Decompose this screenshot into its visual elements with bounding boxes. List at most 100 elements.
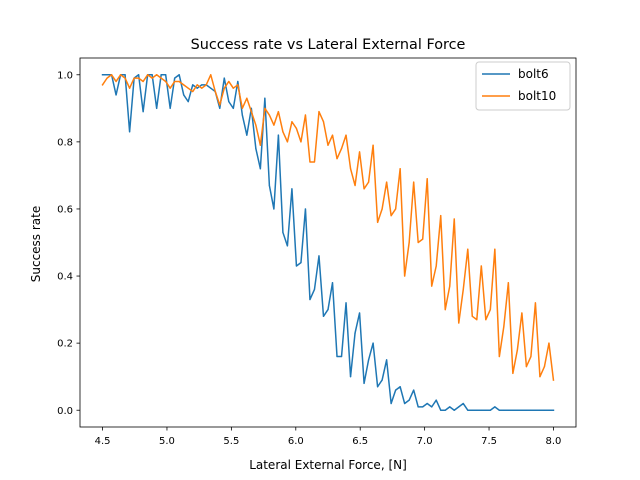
data-point-bolt6-58 bbox=[363, 382, 365, 384]
data-point-bolt10-78 bbox=[453, 218, 455, 220]
data-point-bolt6-82 bbox=[471, 409, 473, 411]
data-point-bolt10-11 bbox=[151, 77, 153, 79]
data-point-bolt6-99 bbox=[548, 409, 550, 411]
data-point-bolt6-90 bbox=[507, 409, 509, 411]
data-point-bolt6-3 bbox=[115, 94, 117, 96]
data-point-bolt6-78 bbox=[453, 409, 455, 411]
data-point-bolt6-87 bbox=[494, 406, 496, 408]
data-point-bolt6-80 bbox=[462, 402, 464, 405]
data-point-bolt10-25 bbox=[214, 90, 216, 93]
data-point-bolt10-13 bbox=[160, 77, 162, 79]
data-point-bolt6-100 bbox=[552, 409, 555, 411]
data-point-bolt10-77 bbox=[449, 285, 451, 287]
data-point-bolt6-48 bbox=[318, 255, 320, 257]
data-point-bolt6-94 bbox=[525, 409, 528, 411]
data-point-bolt10-7 bbox=[133, 77, 135, 79]
data-point-bolt10-16 bbox=[174, 80, 176, 83]
data-point-bolt10-12 bbox=[156, 74, 158, 76]
data-point-bolt10-100 bbox=[552, 379, 555, 381]
data-point-bolt10-76 bbox=[444, 308, 446, 311]
data-point-bolt10-51 bbox=[331, 134, 334, 136]
data-point-bolt10-8 bbox=[138, 77, 140, 79]
data-point-bolt10-52 bbox=[336, 158, 338, 160]
data-point-bolt6-37 bbox=[268, 184, 270, 187]
data-point-bolt6-64 bbox=[390, 402, 392, 405]
data-point-bolt10-69 bbox=[413, 181, 415, 183]
x-tick-label: 6.0 bbox=[288, 436, 304, 447]
data-point-bolt10-82 bbox=[471, 315, 473, 317]
data-point-bolt6-32 bbox=[246, 134, 248, 136]
data-point-bolt10-5 bbox=[124, 77, 126, 79]
data-point-bolt6-41 bbox=[286, 245, 289, 247]
data-point-bolt10-50 bbox=[327, 144, 329, 146]
data-point-bolt10-72 bbox=[426, 178, 428, 180]
data-point-bolt10-54 bbox=[345, 134, 347, 136]
axes-layer: 4.5 5.0 5.5 6.0 6.5 7.0 7.5 8.0 0.0 0.2 0.4 0.6 0.8 1… bbox=[57, 57, 577, 447]
data-point-bolt6-46 bbox=[309, 298, 311, 301]
data-point-bolt10-34 bbox=[255, 124, 257, 126]
data-point-bolt6-62 bbox=[381, 379, 383, 381]
data-point-bolt10-90 bbox=[507, 282, 509, 284]
data-point-bolt6-30 bbox=[237, 80, 239, 83]
data-point-bolt10-1 bbox=[106, 77, 108, 79]
legend-label-bolt6: bolt6 bbox=[518, 67, 549, 81]
data-point-bolt10-3 bbox=[115, 80, 117, 83]
data-point-bolt6-22 bbox=[201, 84, 203, 86]
data-point-bolt6-96 bbox=[534, 409, 537, 411]
data-point-bolt10-62 bbox=[381, 208, 383, 210]
data-point-bolt10-83 bbox=[476, 319, 478, 321]
y-tick-label: 0.8 bbox=[57, 137, 73, 148]
x-tick-label: 7.5 bbox=[481, 436, 497, 447]
data-point-bolt10-42 bbox=[291, 121, 293, 123]
data-point-bolt10-66 bbox=[399, 168, 401, 170]
data-point-bolt10-10 bbox=[147, 74, 149, 76]
x-tick-label: 4.5 bbox=[95, 436, 111, 447]
data-point-bolt6-95 bbox=[530, 409, 532, 411]
data-point-bolt10-46 bbox=[309, 161, 311, 163]
data-point-bolt6-56 bbox=[354, 332, 356, 334]
y-tick-label: 0.2 bbox=[57, 339, 73, 350]
plot-frame bbox=[79, 57, 577, 428]
data-point-bolt6-69 bbox=[413, 389, 415, 391]
data-point-bolt6-20 bbox=[192, 84, 194, 86]
data-point-bolt6-19 bbox=[187, 101, 189, 103]
data-point-bolt6-92 bbox=[516, 409, 518, 411]
data-point-bolt10-80 bbox=[462, 288, 464, 291]
data-point-bolt6-43 bbox=[295, 265, 298, 267]
data-point-bolt10-96 bbox=[534, 302, 537, 304]
data-point-bolt6-77 bbox=[449, 406, 451, 408]
y-tick-label: 0.0 bbox=[57, 406, 73, 417]
data-point-bolt6-49 bbox=[322, 315, 325, 317]
data-point-bolt6-50 bbox=[327, 308, 329, 311]
y-tick-label: 1.0 bbox=[57, 70, 73, 81]
data-point-bolt10-92 bbox=[516, 349, 518, 351]
data-point-bolt6-31 bbox=[241, 114, 243, 116]
data-point-bolt6-59 bbox=[367, 359, 370, 361]
data-point-bolt6-72 bbox=[426, 402, 428, 405]
data-point-bolt10-19 bbox=[187, 87, 189, 89]
series-layer bbox=[101, 74, 555, 411]
y-tick-label: 0.6 bbox=[57, 205, 73, 216]
data-point-bolt10-48 bbox=[318, 111, 320, 113]
data-point-bolt10-17 bbox=[178, 80, 180, 83]
y-axis-label: Success rate bbox=[29, 206, 43, 283]
data-point-bolt6-45 bbox=[304, 208, 307, 210]
data-point-bolt10-18 bbox=[183, 84, 185, 86]
data-point-bolt6-36 bbox=[264, 97, 266, 99]
data-point-bolt6-84 bbox=[480, 409, 482, 411]
x-tick-label: 8.0 bbox=[546, 436, 562, 447]
data-point-bolt10-40 bbox=[282, 131, 284, 133]
data-point-bolt10-89 bbox=[503, 325, 505, 327]
data-point-bolt10-57 bbox=[358, 151, 361, 153]
data-point-bolt10-67 bbox=[404, 275, 406, 277]
data-point-bolt10-4 bbox=[119, 74, 122, 76]
data-point-bolt10-60 bbox=[372, 144, 374, 146]
data-point-bolt6-16 bbox=[174, 77, 176, 79]
data-point-bolt10-9 bbox=[142, 80, 144, 83]
data-point-bolt6-51 bbox=[331, 282, 334, 284]
data-point-bolt10-33 bbox=[250, 111, 252, 113]
data-point-bolt6-65 bbox=[395, 389, 397, 391]
data-point-bolt6-98 bbox=[543, 409, 546, 411]
data-point-bolt10-58 bbox=[363, 188, 365, 190]
data-point-bolt6-44 bbox=[300, 262, 302, 264]
